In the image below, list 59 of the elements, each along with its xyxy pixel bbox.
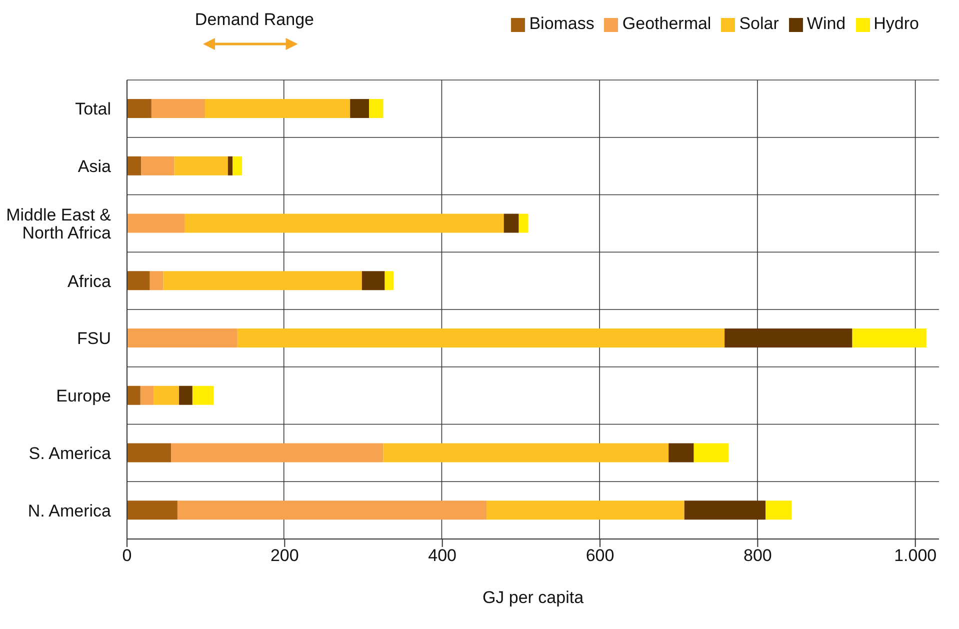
legend-label: Geothermal <box>622 14 712 33</box>
x-tick-label: 0 <box>122 546 132 566</box>
y-tick-label: N. America <box>28 501 112 520</box>
bar <box>369 99 384 118</box>
bar <box>163 271 362 290</box>
bar <box>504 214 519 233</box>
bar <box>228 156 233 176</box>
bar <box>127 328 238 348</box>
y-tick-label: Asia <box>78 157 112 176</box>
bar <box>127 214 185 233</box>
bar <box>205 99 350 118</box>
bar <box>127 271 150 290</box>
bar <box>151 99 206 118</box>
bar <box>350 99 370 118</box>
x-tick-label: 800 <box>743 546 772 566</box>
bar <box>141 156 174 176</box>
bar <box>174 156 228 176</box>
legend-label: Solar <box>739 14 779 33</box>
bar <box>184 214 504 233</box>
bar <box>232 156 242 176</box>
bar <box>384 271 394 290</box>
x-tick-label: 400 <box>428 546 457 566</box>
bar <box>127 500 178 520</box>
bar <box>383 443 669 462</box>
bar <box>518 214 528 233</box>
x-tick-label: 600 <box>586 546 614 566</box>
bar <box>668 443 694 462</box>
bar <box>192 386 214 405</box>
y-tick-label: S. America <box>28 444 112 463</box>
bar <box>150 271 164 290</box>
y-tick-label: Europe <box>56 386 111 406</box>
bar <box>127 156 142 176</box>
y-tick-label: Africa <box>68 272 112 291</box>
x-axis-title: GJ per capita <box>482 588 584 608</box>
y-tick-label: Middle East & North Africa <box>6 205 112 242</box>
bar <box>127 386 140 405</box>
legend-label: Hydro <box>874 14 919 33</box>
x-tick-label: 1.000 <box>894 546 937 566</box>
bar <box>486 500 684 520</box>
bar <box>694 443 729 462</box>
bar <box>724 328 852 348</box>
x-tick-label: 200 <box>270 546 299 566</box>
bar <box>127 443 172 462</box>
bar <box>179 386 192 405</box>
bar <box>237 328 725 348</box>
bar <box>852 328 926 348</box>
bar <box>177 500 486 520</box>
bar <box>154 386 180 405</box>
bar <box>140 386 154 405</box>
bar <box>684 500 766 520</box>
legend-label: Wind <box>806 14 846 33</box>
bar <box>362 271 385 290</box>
bar <box>171 443 384 462</box>
bar <box>766 500 792 520</box>
y-tick-label: FSU <box>77 329 111 348</box>
text: Demand Range <box>194 10 314 30</box>
y-tick-label: Total <box>75 100 111 119</box>
bar <box>127 99 152 118</box>
legend-label: Biomass <box>529 14 594 33</box>
